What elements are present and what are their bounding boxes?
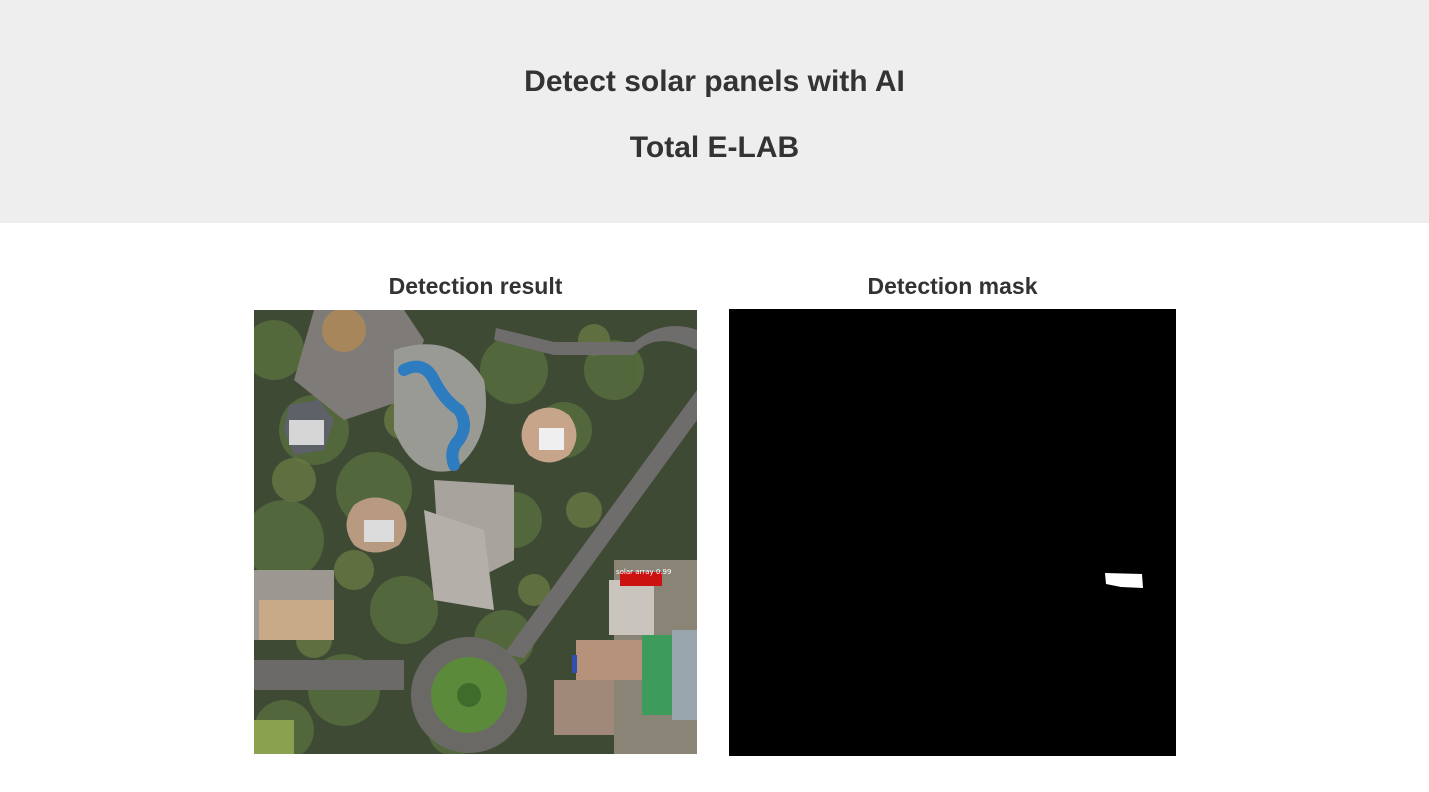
detection-result-heading: Detection result	[388, 273, 563, 299]
detection-label: solar array 0.99	[616, 568, 671, 576]
detection-mask-image	[729, 309, 1176, 756]
aerial-photo-drawing: solar array 0.99	[254, 310, 697, 754]
mask-blob	[1105, 573, 1143, 588]
detection-mask-heading: Detection mask	[867, 273, 1038, 299]
mask-drawing	[729, 309, 1176, 756]
page-header: Detect solar panels with AI Total E-LAB	[0, 0, 1429, 223]
page-title: Detect solar panels with AI	[524, 65, 905, 98]
solar-panel-highlight	[620, 572, 662, 586]
page-subtitle: Total E-LAB	[629, 131, 800, 164]
detection-result-image: solar array 0.99	[254, 310, 697, 754]
